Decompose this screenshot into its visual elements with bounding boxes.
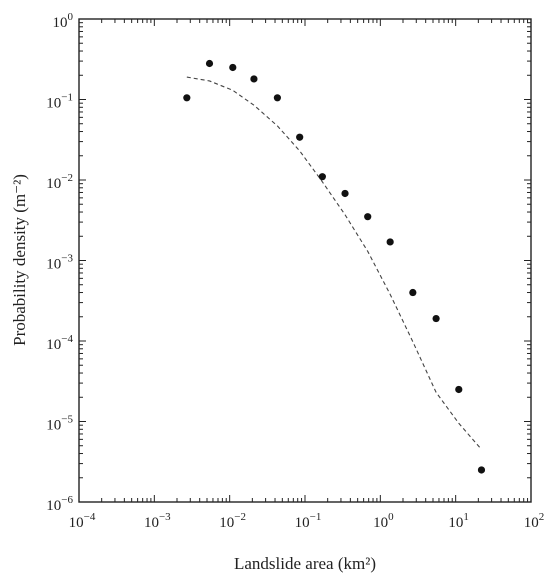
y-tick-labels: 10−6 10−5 10−4 10−3 10−2 10−1 100 [46, 11, 73, 514]
x-tick-label: 10−2 [219, 511, 246, 531]
y-tick-label: 100 [53, 11, 74, 31]
ticks [78, 18, 532, 503]
data-point [296, 133, 304, 141]
data-point [386, 238, 394, 246]
y-tick-label: 10−5 [46, 414, 73, 434]
y-tick-label: 10−4 [46, 333, 73, 353]
data-point [364, 213, 372, 221]
data-point [250, 75, 258, 83]
data-point [318, 173, 326, 181]
fit-curve [186, 76, 482, 450]
x-tick-labels: 10−4 10−3 10−2 10−1 100 101 102 [69, 511, 545, 531]
data-point [432, 314, 440, 323]
x-tick-label: 100 [373, 511, 394, 531]
y-tick-label: 10−2 [46, 172, 73, 192]
data-point [183, 94, 191, 102]
data-point [455, 385, 463, 394]
x-tick-label: 10−3 [144, 511, 171, 531]
data-point [273, 94, 281, 102]
data-point [477, 466, 486, 474]
x-tick-label: 101 [448, 511, 469, 531]
data-point [341, 189, 349, 198]
y-tick-label: 10−6 [46, 494, 73, 514]
y-tick-label: 10−1 [46, 92, 73, 112]
data-point [409, 288, 417, 297]
data-point [205, 59, 214, 68]
x-tick-label: 10−4 [69, 511, 96, 531]
data-points [183, 59, 486, 474]
x-tick-label: 102 [524, 511, 545, 531]
y-tick-label: 10−3 [46, 253, 73, 273]
data-point [229, 63, 237, 72]
plot-frame [78, 18, 532, 503]
x-axis-title: Landslide area (km²) [234, 554, 376, 573]
x-tick-label: 10−1 [295, 511, 322, 531]
y-axis-title: Probability density (m⁻²) [10, 174, 29, 346]
